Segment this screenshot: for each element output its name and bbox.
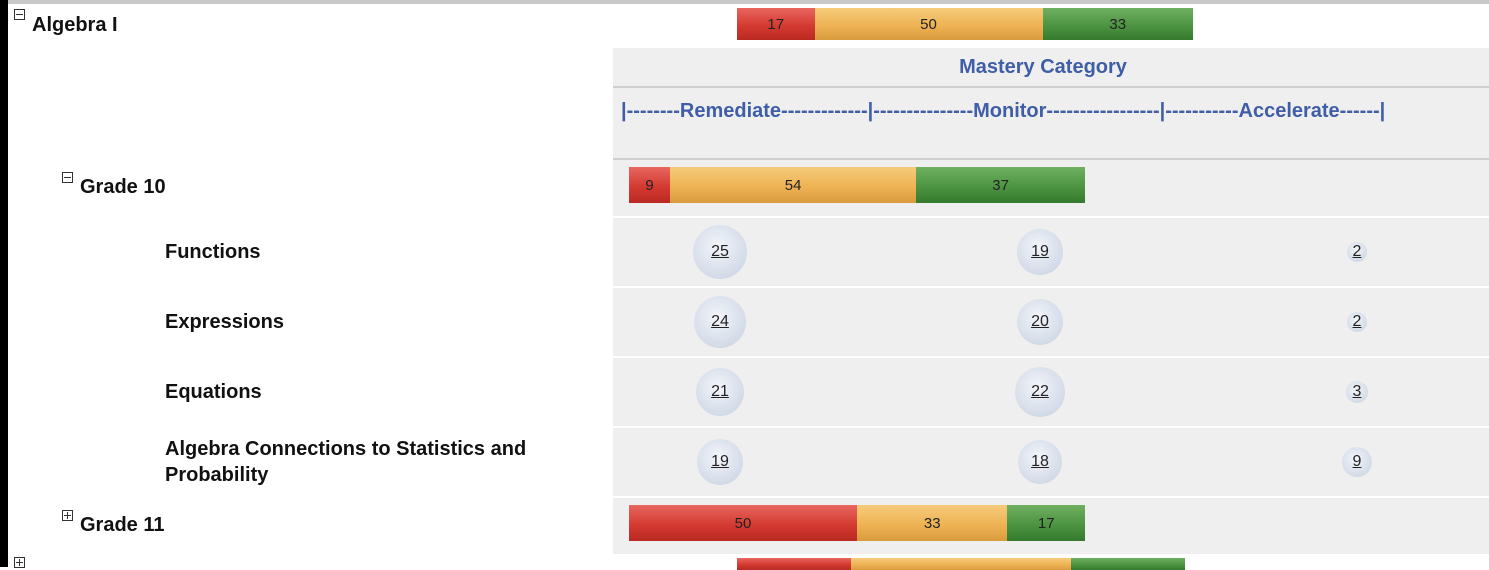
count-bubble[interactable]: 24 — [693, 295, 747, 349]
partial-bar — [737, 558, 1185, 570]
bar-segment: 9 — [629, 167, 671, 203]
topic-name: Equations — [165, 381, 262, 403]
count-bubble[interactable]: 2 — [1346, 241, 1368, 263]
subject-name[interactable]: Algebra I — [32, 14, 118, 36]
segment-label: 9 — [645, 176, 654, 194]
topic-name: Expressions — [165, 311, 284, 333]
count-bubble[interactable]: 20 — [1016, 298, 1064, 346]
bar-segment: 33 — [1042, 8, 1193, 40]
count-bubble[interactable]: 22 — [1015, 367, 1065, 417]
count-bubble[interactable]: 3 — [1345, 380, 1369, 404]
segment-label: 54 — [784, 176, 802, 194]
count-bubble[interactable]: 19 — [697, 439, 743, 485]
mastery-bar: 9 54 37 — [629, 167, 1085, 203]
segment-label: 33 — [923, 514, 941, 532]
count-bubble[interactable]: 21 — [695, 367, 745, 417]
collapse-icon[interactable] — [62, 172, 73, 183]
bar-segment: 50 — [814, 8, 1043, 40]
header-panel — [613, 48, 1489, 160]
segment-label: 17 — [767, 15, 785, 33]
bar-segment: 17 — [737, 8, 815, 40]
segment-label: 33 — [1109, 15, 1127, 33]
divider — [613, 158, 1489, 160]
count-bubble[interactable]: 19 — [1017, 229, 1063, 275]
bar-segment: 50 — [629, 505, 857, 541]
mastery-bar: 50 33 17 — [629, 505, 1085, 541]
bar-segment: 37 — [916, 167, 1085, 203]
segment-label: 37 — [992, 176, 1009, 194]
topic-name: Functions — [165, 241, 261, 263]
segment-label: 17 — [1037, 514, 1055, 532]
segment-label: 50 — [920, 15, 937, 33]
count-bubble[interactable]: 25 — [693, 225, 747, 279]
mastery-bar: 17 50 33 — [737, 8, 1193, 40]
count-bubble[interactable]: 9 — [1341, 446, 1373, 478]
grade-name[interactable]: Grade 11 — [80, 514, 165, 536]
collapse-icon[interactable] — [14, 9, 25, 20]
grade-name[interactable]: Grade 10 — [80, 176, 166, 198]
count-bubble[interactable]: 18 — [1018, 440, 1062, 484]
divider — [613, 86, 1489, 88]
count-bubble[interactable]: 2 — [1346, 311, 1368, 333]
segment-label: 50 — [734, 514, 752, 532]
header-legend: |--------Remediate-------------|--------… — [621, 100, 1386, 122]
topic-name: Algebra Connections to Statistics and Pr… — [165, 438, 527, 486]
bar-segment: 54 — [670, 167, 917, 203]
top-bar — [0, 0, 1489, 4]
header-title: Mastery Category — [959, 56, 1127, 78]
expand-icon[interactable] — [62, 510, 73, 521]
expand-icon[interactable] — [14, 557, 25, 568]
bar-segment: 17 — [1007, 505, 1085, 541]
left-edge — [0, 0, 8, 567]
bar-segment: 33 — [857, 505, 1008, 541]
